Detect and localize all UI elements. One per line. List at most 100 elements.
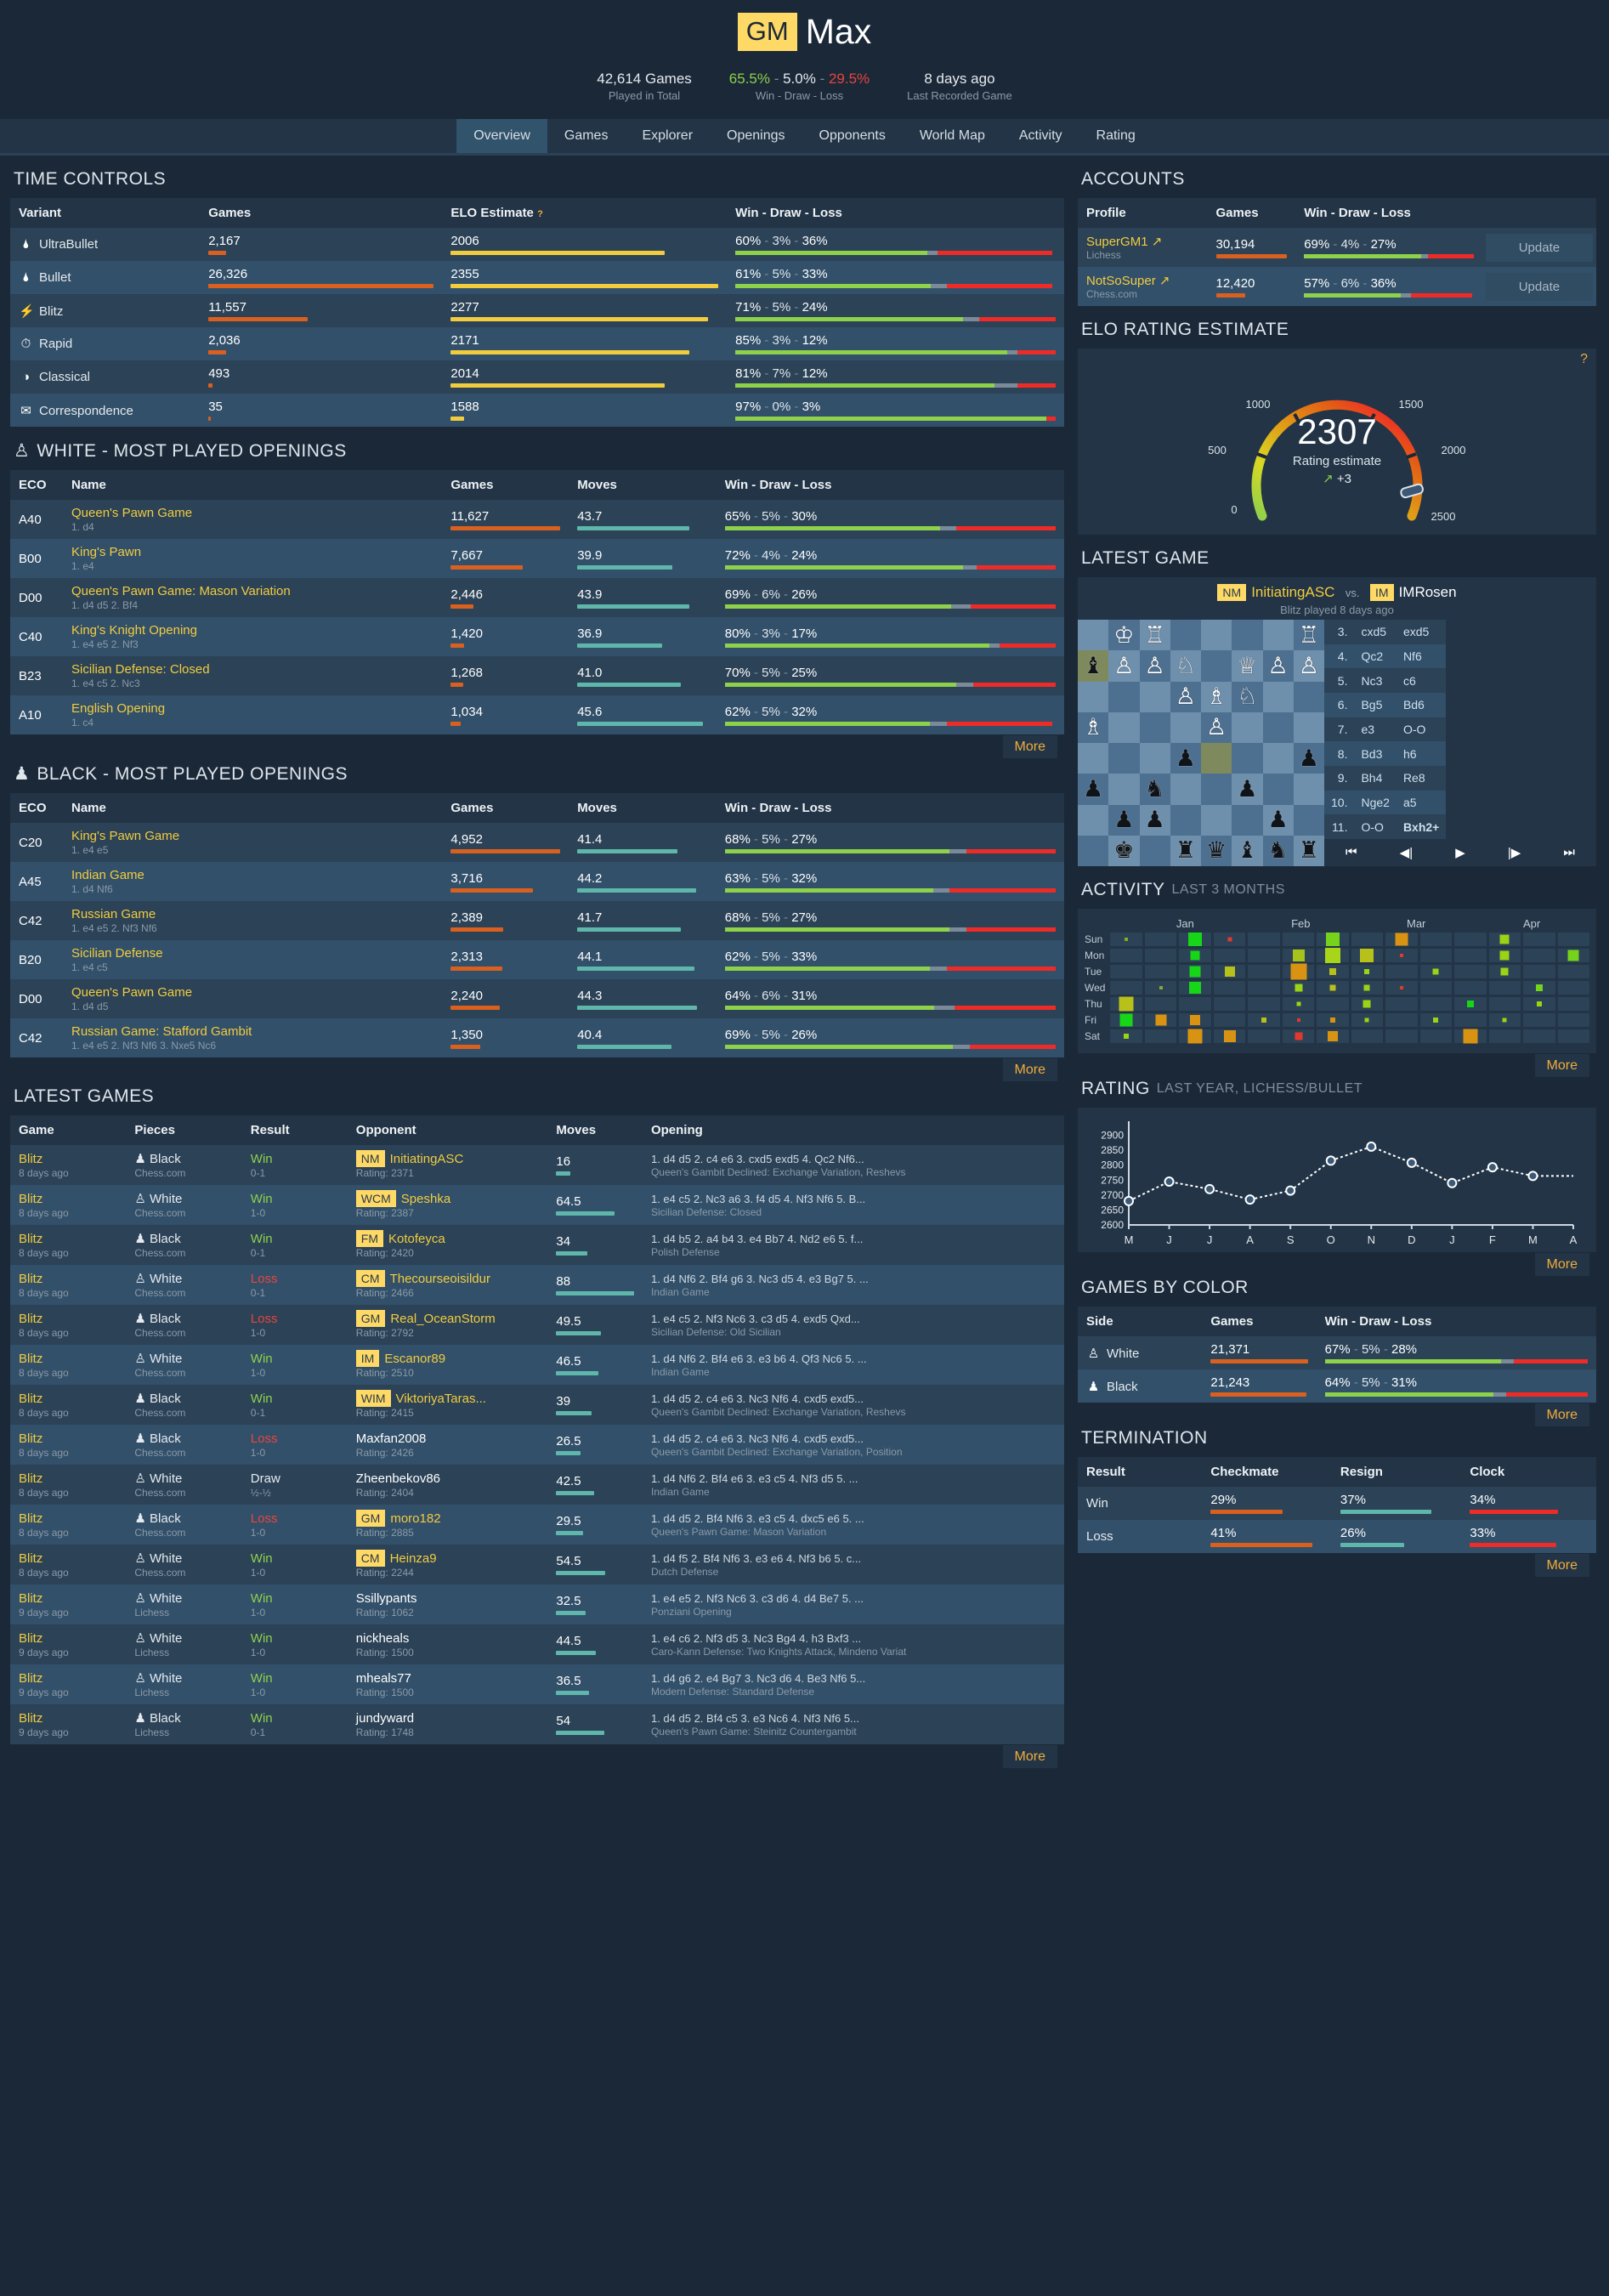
table-row[interactable]: ♟ Black 21,243 64% - 5% - 31% <box>1078 1369 1596 1403</box>
activity-cell[interactable] <box>1419 933 1453 946</box>
white-move[interactable]: O-O <box>1361 819 1384 834</box>
board-square[interactable]: ♙ <box>1139 650 1170 682</box>
white-move[interactable]: Nge2 <box>1361 795 1390 809</box>
activity-cell[interactable] <box>1351 1013 1384 1027</box>
activity-cell[interactable] <box>1557 981 1589 995</box>
board-square[interactable] <box>1108 681 1140 712</box>
play-icon[interactable]: ▶ <box>1455 846 1465 860</box>
activity-cell[interactable] <box>1213 981 1246 995</box>
activity-cell[interactable] <box>1419 1013 1453 1027</box>
board-square[interactable] <box>1139 743 1170 774</box>
activity-cell[interactable] <box>1488 1013 1521 1027</box>
board-square[interactable] <box>1201 743 1232 774</box>
opponent-name[interactable]: IM Escanor89 <box>355 1349 540 1367</box>
tab-activity[interactable]: Activity <box>1018 128 1062 143</box>
table-row[interactable]: B23 Sicilian Defense: Closed 1. e4 c5 2. … <box>10 656 1064 695</box>
opening-name[interactable]: Queen's Pawn Game <box>71 985 193 1000</box>
white-player-name[interactable]: InitiatingASC <box>1251 584 1335 600</box>
list-item[interactable]: Blitz 9 days ago ♟ Black Lichess Win 0-1 ju… <box>10 1704 1064 1744</box>
activity-cell[interactable] <box>1488 949 1521 962</box>
board-square[interactable]: ♜ <box>1170 835 1201 866</box>
activity-cell[interactable] <box>1557 1029 1589 1043</box>
board-square[interactable] <box>1262 681 1294 712</box>
opponent-name[interactable]: WCM Speshka <box>355 1189 540 1207</box>
white-openings-more-button[interactable]: More <box>1002 735 1057 758</box>
tab-explorer[interactable]: Explorer <box>642 128 694 143</box>
activity-cell[interactable] <box>1419 997 1453 1011</box>
activity-cell[interactable] <box>1488 997 1521 1011</box>
activity-cell[interactable] <box>1385 1013 1418 1027</box>
opponent-name[interactable]: CM Heinza9 <box>355 1549 540 1567</box>
activity-cell[interactable] <box>1454 981 1487 995</box>
activity-cell[interactable] <box>1523 1013 1555 1027</box>
board-square[interactable]: ♗ <box>1078 711 1109 743</box>
board-square[interactable] <box>1262 711 1294 743</box>
opening-name[interactable]: Queen's Pawn Game <box>71 506 193 520</box>
activity-cell[interactable] <box>1110 996 1142 1012</box>
white-move[interactable]: Qc2 <box>1361 649 1384 663</box>
list-item[interactable]: Blitz 8 days ago ♟ Black Chess.com Loss 1-0… <box>10 1305 1064 1345</box>
list-item[interactable]: Blitz 8 days ago ♟ Black Chess.com Win 0-1 … <box>10 1145 1064 1185</box>
chess-board[interactable]: ♔ ♖ ♖ ♝ ♙ ♙ ♘ ♕ ♙ ♙ ♙ ♗ ♘ ♗ ♙ ♟ ♟ ♟ ♞ ♟ ♟ ♟ ♟ ♚ ♜ ♛ ♝ ♞ ♜ <box>1078 620 1324 866</box>
table-row[interactable]: ⏱ Rapid 2,036 2171 85% - 3% - 12% <box>10 327 1064 360</box>
black-player-name[interactable]: IMRosen <box>1398 584 1457 600</box>
board-square[interactable]: ♙ <box>1293 650 1324 682</box>
activity-cell[interactable] <box>1179 1029 1211 1044</box>
activity-cell[interactable] <box>1110 1029 1142 1043</box>
activity-cell[interactable] <box>1488 933 1521 946</box>
main-tabs[interactable]: Overview Games Explorer Openings Opponents Wo… <box>0 119 1609 153</box>
activity-cell[interactable] <box>1110 949 1142 962</box>
activity-cell[interactable] <box>1179 933 1211 946</box>
opening-name[interactable]: Russian Game <box>71 907 156 921</box>
activity-cell[interactable] <box>1179 965 1211 978</box>
list-item[interactable]: Blitz 8 days ago ♟ Black Chess.com Win 0-1 … <box>10 1225 1064 1265</box>
board-square[interactable]: ♚ <box>1108 835 1140 866</box>
board-square[interactable]: ♝ <box>1232 835 1263 866</box>
table-row[interactable]: A45 Indian Game 1. d4 Nf6 3,716 44.2 63% … <box>10 862 1064 901</box>
activity-heatmap[interactable] <box>1110 933 1589 1044</box>
activity-cell[interactable] <box>1282 997 1315 1011</box>
list-item[interactable]: Blitz 8 days ago ♙ White Chess.com Win 1-0 … <box>10 1545 1064 1585</box>
white-move[interactable]: Bd3 <box>1361 746 1383 761</box>
table-row[interactable]: Loss 41% 26% 33% <box>1078 1520 1596 1553</box>
activity-cell[interactable] <box>1144 965 1177 978</box>
activity-cell[interactable] <box>1351 933 1384 946</box>
list-item[interactable]: Blitz 8 days ago ♟ Black Chess.com Loss 1-0… <box>10 1505 1064 1545</box>
opening-name[interactable]: King's Pawn Game <box>71 829 180 843</box>
board-square[interactable]: ♝ <box>1078 650 1109 682</box>
board-square[interactable] <box>1108 743 1140 774</box>
activity-cell[interactable] <box>1144 949 1177 962</box>
account-name[interactable]: NotSoSuper ↗ <box>1086 274 1170 288</box>
activity-cell[interactable] <box>1248 933 1280 946</box>
activity-cell[interactable] <box>1248 997 1280 1011</box>
table-row[interactable]: 🌢 Bullet 26,326 2355 61% - 5% - 33% <box>10 261 1064 294</box>
activity-cell[interactable] <box>1419 949 1453 962</box>
activity-cell[interactable] <box>1248 981 1280 995</box>
table-row[interactable]: ◑ Classical 493 2014 81% - 7% - 12% <box>10 360 1064 394</box>
opening-name[interactable]: King's Knight Opening <box>71 623 197 638</box>
opponent-name[interactable]: NM InitiatingASC <box>355 1149 540 1167</box>
black-move[interactable]: Bd6 <box>1402 698 1425 712</box>
activity-cell[interactable] <box>1317 965 1349 978</box>
activity-cell[interactable] <box>1317 1013 1349 1027</box>
move-row[interactable]: 6. Bg5 Bd6 <box>1324 692 1447 717</box>
opponent-name[interactable]: FM Kotofeyca <box>355 1229 540 1247</box>
activity-cell[interactable] <box>1419 965 1453 978</box>
board-square[interactable]: ♟ <box>1078 774 1109 805</box>
move-row[interactable]: 7. e3 O-O <box>1324 717 1447 742</box>
latest-games-more-button[interactable]: More <box>1002 1745 1057 1768</box>
board-square[interactable] <box>1139 711 1170 743</box>
board-square[interactable]: ♙ <box>1262 650 1294 682</box>
table-row[interactable]: B00 King's Pawn 1. e4 7,667 39.9 72% - 4%… <box>10 539 1064 578</box>
list-item[interactable]: Blitz 9 days ago ♙ White Lichess Win 1-0 ni… <box>10 1624 1064 1664</box>
activity-cell[interactable] <box>1110 965 1142 978</box>
activity-cell[interactable] <box>1282 1013 1315 1027</box>
update-button[interactable]: Update <box>1485 272 1593 301</box>
black-move[interactable]: c6 <box>1402 673 1416 688</box>
list-item[interactable]: Blitz 9 days ago ♙ White Lichess Win 1-0 mh… <box>10 1664 1064 1704</box>
board-square[interactable] <box>1201 650 1232 682</box>
opening-name[interactable]: Russian Game: Stafford Gambit <box>71 1024 252 1039</box>
activity-cell[interactable] <box>1523 997 1555 1011</box>
activity-cell[interactable] <box>1454 949 1487 962</box>
board-square[interactable] <box>1078 835 1109 866</box>
